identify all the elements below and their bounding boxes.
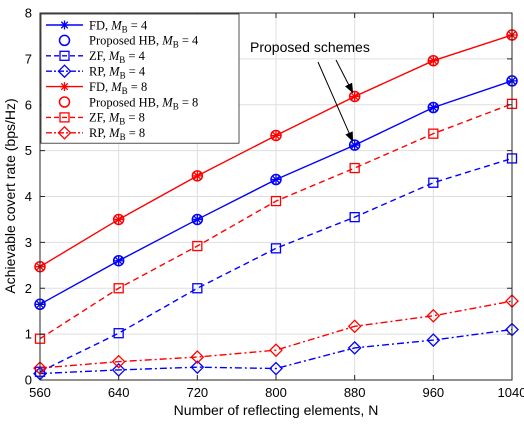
data-point-circle (427, 54, 440, 67)
legend-item: ZF, MB = 4 (46, 49, 146, 65)
y-axis-label: Achievable covert rate (bps/Hz) (2, 98, 18, 293)
legend-item: RP, MB = 4 (46, 64, 146, 81)
data-point-square (349, 162, 360, 174)
data-point-star (192, 171, 202, 181)
y-tick-label: 8 (25, 6, 32, 21)
annotation-text: Proposed schemes (250, 39, 370, 55)
data-point-diamond (426, 333, 441, 348)
data-point-diamond (190, 360, 205, 375)
data-point-circle (348, 139, 361, 151)
data-point-circle (270, 129, 282, 142)
data-point-star (271, 175, 281, 185)
x-tick-label: 560 (29, 385, 51, 400)
y-tick-label: 3 (25, 235, 32, 250)
y-tick-label: 7 (25, 51, 32, 66)
legend-label: ZF, MB = 4 (89, 49, 146, 65)
data-point-star (350, 140, 360, 150)
series-5 (34, 29, 518, 273)
data-point-square (428, 128, 439, 139)
y-tick-label: 2 (25, 281, 32, 296)
data-point-diamond (347, 319, 362, 334)
data-point-circle (427, 101, 440, 114)
data-point-circle (270, 173, 282, 186)
data-point-star (428, 103, 438, 113)
data-point-star (60, 20, 69, 30)
legend-label: FD, MB = 4 (89, 18, 148, 34)
legend-item: Proposed HB, MB = 8 (58, 95, 198, 111)
x-tick-label: 800 (265, 385, 287, 400)
data-point-diamond (190, 350, 205, 364)
data-point-square (428, 177, 439, 188)
data-point-diamond (111, 354, 126, 369)
x-tick-label: 960 (422, 385, 444, 400)
data-point-square (59, 112, 70, 123)
legend-label: Proposed HB, MB = 8 (89, 95, 198, 111)
data-point-star (428, 56, 438, 66)
data-point-square (270, 195, 282, 207)
data-point-square (192, 240, 203, 252)
data-point-circle (348, 90, 361, 103)
series-6 (34, 98, 518, 344)
data-point-square (59, 50, 70, 61)
series-layer (33, 29, 519, 381)
annotation: Proposed schemes (250, 39, 370, 143)
data-point-star (114, 214, 124, 224)
x-axis-label: Number of reflecting elements, N (174, 402, 379, 418)
data-point-circle (112, 254, 125, 267)
y-tick-label: 6 (25, 97, 32, 112)
data-point-square (113, 283, 124, 294)
data-point-square (192, 283, 203, 294)
data-point-square (113, 328, 124, 339)
data-point-star (114, 256, 124, 266)
legend-item: Proposed HB, MB = 4 (58, 34, 199, 50)
y-tick-label: 1 (25, 327, 32, 342)
legend-box (40, 13, 240, 144)
x-tick-label: 1040 (498, 385, 524, 400)
x-tick-label: 880 (344, 385, 366, 400)
data-point-star (271, 130, 281, 140)
data-point-star (192, 214, 202, 224)
legend-item: FD, MB = 4 (46, 18, 148, 34)
legend-label: RP, MB = 8 (89, 126, 145, 142)
legend-item: ZF, MB = 8 (46, 111, 145, 127)
x-tick-label: 720 (186, 385, 208, 400)
x-tick-label: 640 (108, 385, 130, 400)
data-point-star (60, 82, 69, 92)
data-point-circle (191, 170, 204, 182)
data-point-diamond (347, 340, 362, 355)
y-tick-label: 4 (25, 189, 32, 204)
series-4 (35, 30, 517, 272)
annotation-arrow (335, 59, 354, 94)
data-point-diamond (57, 125, 72, 140)
legend-label: RP, MB = 4 (89, 65, 146, 81)
data-point-square (270, 243, 282, 254)
legend-item: RP, MB = 8 (46, 125, 145, 142)
data-point-diamond (269, 343, 283, 358)
y-tick-label: 0 (25, 373, 32, 388)
legend-label: FD, MB = 8 (89, 80, 147, 96)
data-point-diamond (269, 361, 283, 376)
legend-label: ZF, MB = 8 (89, 111, 145, 127)
series-line (39, 328, 513, 375)
y-tick-label: 5 (25, 143, 32, 158)
annotation-arrow (317, 61, 354, 143)
data-point-circle (58, 96, 71, 108)
legend-label: Proposed HB, MB = 4 (89, 34, 199, 50)
data-point-circle (112, 213, 125, 226)
data-point-square (349, 211, 360, 223)
data-point-circle (58, 34, 71, 47)
data-point-diamond (57, 64, 72, 79)
data-point-diamond (426, 308, 441, 323)
data-point-circle (191, 213, 204, 226)
data-point-star (350, 91, 360, 101)
series-line (39, 103, 513, 340)
series-7 (33, 294, 519, 375)
legend-item: FD, MB = 8 (46, 80, 147, 96)
series-line (39, 300, 513, 369)
